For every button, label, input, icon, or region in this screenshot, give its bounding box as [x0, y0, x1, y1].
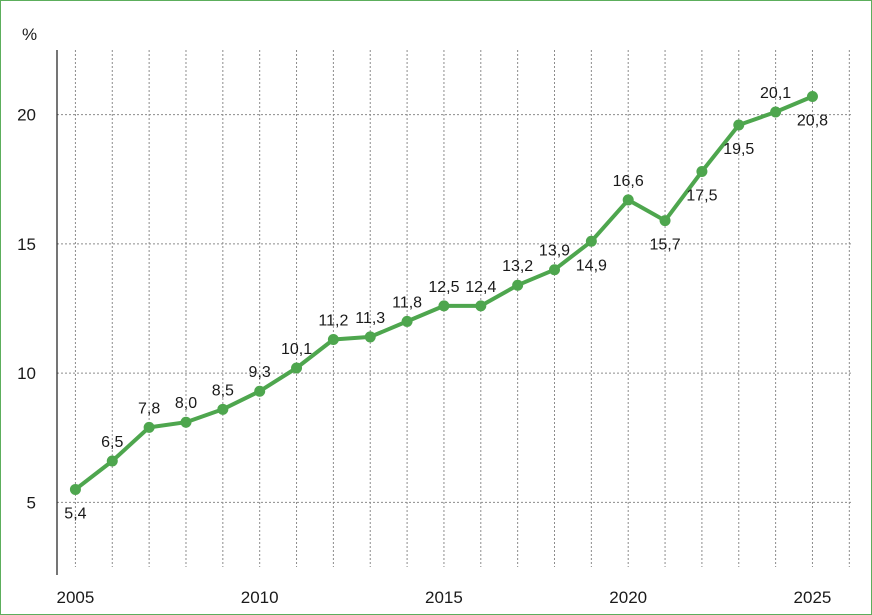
y-tick-label-5: 5	[27, 493, 36, 512]
data-point-2015	[438, 300, 450, 312]
data-label-2019: 14,9	[576, 257, 607, 274]
data-point-2005	[69, 483, 81, 495]
data-point-2011	[291, 362, 303, 374]
data-point-2007	[143, 421, 155, 433]
data-point-2009	[217, 403, 229, 415]
data-point-2016	[475, 300, 487, 312]
data-label-2006: 6,5	[101, 434, 123, 451]
data-point-2010	[254, 385, 266, 397]
x-tick-label-2020: 2020	[609, 588, 647, 607]
y-tick-label-10: 10	[17, 364, 36, 383]
y-tick-label-20: 20	[17, 106, 36, 125]
data-label-2010: 9,3	[249, 364, 271, 381]
data-label-2012: 11,2	[318, 313, 348, 330]
data-label-2013: 11,3	[355, 310, 385, 327]
data-point-2018	[549, 264, 560, 276]
data-label-2014: 11,8	[392, 294, 422, 311]
data-point-2014	[401, 315, 413, 327]
data-point-2017	[512, 279, 524, 291]
data-point-2024	[770, 106, 782, 118]
data-label-2023: 19,5	[723, 141, 754, 158]
x-tick-label-2005: 2005	[57, 588, 95, 607]
x-tick-label-2010: 2010	[241, 588, 279, 607]
data-point-2022	[696, 165, 708, 177]
data-label-2005: 5,4	[64, 505, 86, 522]
y-tick-label-15: 15	[17, 235, 36, 254]
x-tick-label-2015: 2015	[425, 588, 463, 607]
data-label-2018: 13,9	[539, 243, 570, 260]
data-label-2009: 8,5	[212, 382, 234, 399]
data-label-2021: 15,7	[649, 237, 680, 254]
data-point-2012	[327, 334, 339, 346]
data-label-2017: 13,2	[502, 258, 533, 275]
data-point-2008	[180, 416, 192, 428]
data-point-2023	[733, 119, 745, 131]
data-labels: 5,4 6,5 7,8 8,0 8,5 9,3 10,1 11,2 11,3 11,8 12,5 12…	[64, 85, 828, 522]
data-label-2015: 12,5	[428, 279, 459, 296]
data-label-2025: 20,8	[797, 113, 828, 130]
data-point-2019	[585, 235, 597, 247]
grid	[57, 50, 853, 567]
data-label-2007: 7,8	[138, 400, 160, 417]
data-label-2024: 20,1	[760, 85, 791, 102]
axes: 5 10 15 20 2005 2010 2015 2020 2025	[17, 50, 831, 607]
data-point-2020	[622, 194, 634, 206]
y-axis-unit-label: %	[22, 25, 37, 44]
data-point-2025	[806, 91, 818, 103]
data-point-2021	[659, 215, 671, 227]
data-label-2022: 17,5	[686, 187, 717, 204]
data-label-2008: 8,0	[175, 395, 197, 412]
data-label-2016: 12,4	[465, 279, 496, 296]
data-point-2013	[364, 331, 376, 343]
data-points	[69, 91, 818, 495]
data-label-2011: 10,1	[281, 341, 312, 358]
data-label-2020: 16,6	[613, 173, 644, 190]
data-point-2006	[106, 455, 118, 467]
x-tick-label-2025: 2025	[794, 588, 832, 607]
